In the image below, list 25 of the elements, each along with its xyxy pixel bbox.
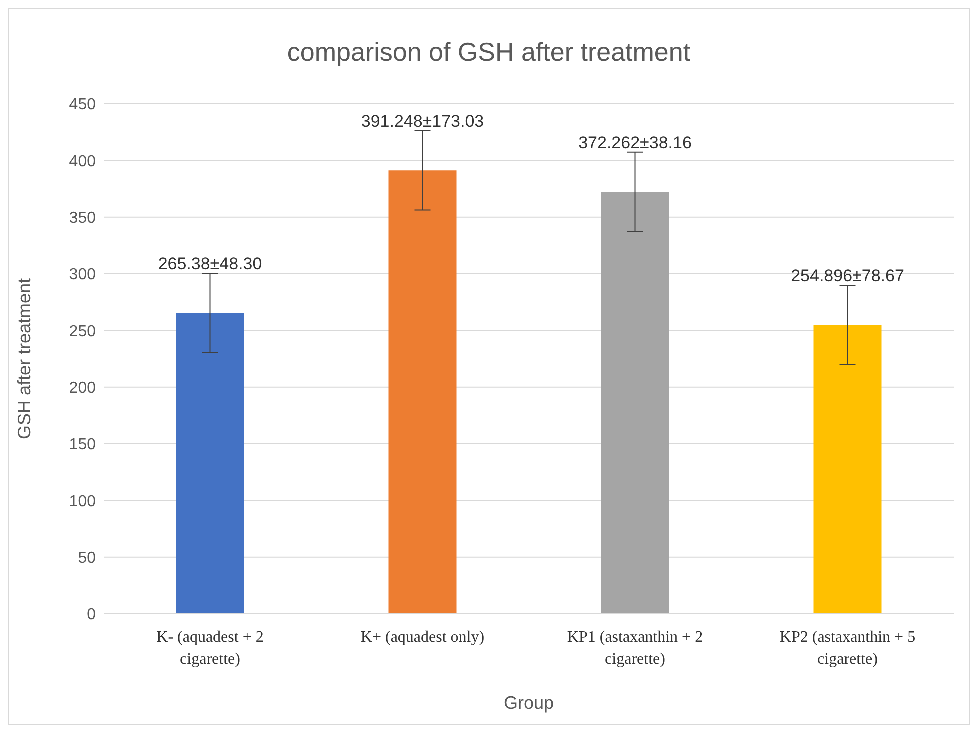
- data-label: 391.248±173.03: [361, 112, 484, 131]
- x-tick-label: K- (aquadest + 2 cigarette): [156, 629, 264, 668]
- x-tick-label: KP1 (astaxanthin + 2 cigarette): [567, 629, 704, 668]
- y-tick-label: 400: [69, 153, 96, 170]
- y-tick-label: 250: [69, 323, 96, 340]
- y-tick-label: 450: [69, 96, 96, 114]
- chart-title: comparison of GSH after treatment: [286, 37, 692, 68]
- data-label: 372.262±38.16: [578, 133, 692, 152]
- bar: [814, 325, 882, 614]
- bar: [388, 170, 457, 614]
- bar: [601, 192, 670, 614]
- bar: [176, 313, 244, 614]
- data-label: 254.896±78.67: [791, 266, 904, 286]
- y-tick-label: 100: [69, 493, 96, 510]
- x-tick-label: K+ (aquadest only): [360, 629, 485, 646]
- data-label: 265.38±48.30: [158, 254, 262, 274]
- y-tick-label: 150: [69, 436, 96, 454]
- y-tick-label: 200: [69, 380, 96, 398]
- x-axis-title: Group: [504, 693, 554, 713]
- y-tick-label: 0: [87, 606, 96, 624]
- y-axis-title: GSH after treatment: [14, 278, 34, 440]
- y-tick-label: 50: [78, 550, 96, 568]
- y-tick-label: 300: [69, 266, 96, 284]
- x-tick-label: KP2 (astaxanthin + 5 cigarette): [780, 629, 916, 668]
- y-tick-label: 350: [69, 210, 96, 228]
